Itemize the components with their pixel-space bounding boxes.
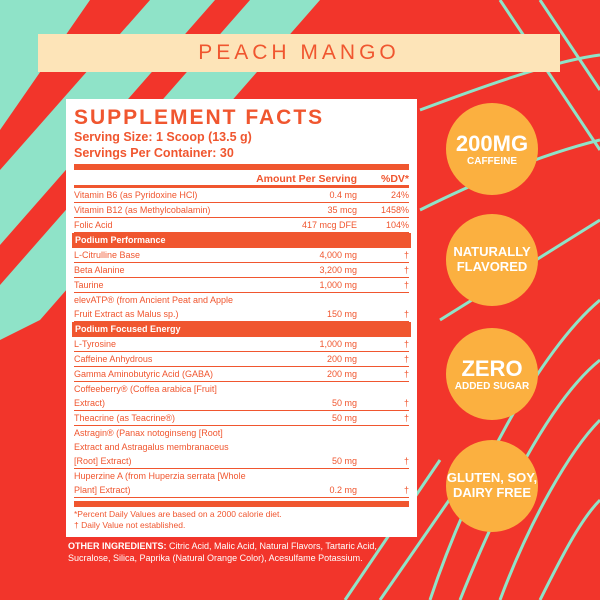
ingredient-name: Coffeeberry® (Coffea arabica [Fruit] Ext…	[74, 384, 217, 408]
ingredient-amount: 1,000 mg	[319, 339, 357, 349]
ingredient-name: Taurine	[74, 280, 104, 290]
ingredient-amount: 1,000 mg	[319, 280, 357, 290]
ingredient-name: Caffeine Anhydrous	[74, 354, 153, 364]
ingredient-amount: 200 mg	[326, 354, 357, 364]
ingredient-amount: 200 mg	[326, 369, 357, 379]
ingredient-dv: †	[403, 354, 409, 364]
ingredient-name: Vitamin B12 (as Methylcobalamin)	[74, 205, 211, 215]
badge-line: FLAVORED	[456, 259, 528, 274]
ingredient-row: L-Tyrosine 1,000 mg †	[74, 337, 409, 352]
divider	[74, 164, 409, 170]
badge-caffeine: 200MG CAFFEINE	[446, 103, 538, 195]
ingredient-dv: †	[403, 339, 409, 349]
badge-allergen: GLUTEN, SOY, DAIRY FREE	[446, 440, 538, 532]
ingredient-amount: 150 mg	[326, 309, 357, 319]
ingredient-dv: †	[403, 485, 409, 495]
ingredient-amount: 4,000 mg	[319, 250, 357, 260]
facts-stack: SUPPLEMENT FACTS Serving Size: 1 Scoop (…	[66, 99, 417, 564]
ingredient-row: L-Citrulline Base 4,000 mg †	[74, 248, 409, 263]
ingredient-row: Huperzine A (from Huperzia serrata [Whol…	[74, 469, 409, 498]
ingredient-row: elevATP® (from Ancient Peat and Apple Fr…	[74, 293, 409, 322]
ingredient-row: Beta Alanine 3,200 mg †	[74, 263, 409, 278]
ingredient-name: L-Tyrosine	[74, 339, 117, 349]
ingredient-name: Astragin® (Panax notoginseng [Root] Extr…	[74, 428, 229, 466]
ingredient-dv: †	[403, 413, 409, 423]
ingredient-amount: 417 mcg DFE	[301, 220, 357, 230]
ingredient-row: Coffeeberry® (Coffea arabica [Fruit] Ext…	[74, 382, 409, 411]
servings-per-container: Servings Per Container: 30	[74, 146, 234, 160]
ingredient-name: L-Citrulline Base	[74, 250, 141, 260]
ingredient-dv: †	[403, 309, 409, 319]
ingredient-row: Gamma Aminobutyric Acid (GABA) 200 mg †	[74, 367, 409, 382]
ingredient-row: Vitamin B6 (as Pyridoxine HCl) 0.4 mg 24%	[74, 188, 409, 203]
ingredient-dv: †	[403, 250, 409, 260]
badge-line: NATURALLY	[453, 244, 531, 260]
badge-flavor: NATURALLY FLAVORED	[446, 214, 538, 306]
other-ingredients-text: Citric Acid, Malic Acid, Natural Flavors…	[68, 541, 377, 563]
ingredient-row: Folic Acid 417 mcg DFE 104%	[74, 218, 409, 233]
badge-line: ADDED SUGAR	[454, 380, 530, 392]
section-header: Podium Performance	[72, 233, 411, 248]
section-header: Podium Focused Energy	[72, 322, 411, 337]
ingredient-amount: 35 mcg	[327, 205, 357, 215]
ingredient-name: Theacrine (as Teacrine®)	[74, 413, 176, 423]
badge-line: ZERO	[461, 355, 523, 381]
ingredient-dv: †	[403, 456, 409, 466]
ingredient-row: Theacrine (as Teacrine®) 50 mg †	[74, 411, 409, 426]
ingredient-amount: 0.2 mg	[329, 485, 357, 495]
ingredient-amount: 50 mg	[331, 413, 357, 423]
ingredient-amount: 0.4 mg	[329, 190, 357, 200]
ingredient-name: elevATP® (from Ancient Peat and Apple Fr…	[74, 295, 234, 319]
badge-line: DAIRY FREE	[452, 485, 531, 500]
ingredient-dv: †	[403, 398, 409, 408]
footnote: † Daily Value not established.	[74, 520, 186, 530]
badge-line: 200MG	[455, 130, 529, 156]
ingredient-dv: 24%	[390, 190, 409, 200]
facts-title: SUPPLEMENT FACTS	[74, 106, 325, 129]
serving-size: Serving Size: 1 Scoop (13.5 g)	[74, 130, 252, 144]
flavor-banner: PEACH MANGO	[38, 34, 560, 72]
supplement-facts-panel: SUPPLEMENT FACTS Serving Size: 1 Scoop (…	[66, 99, 417, 537]
ingredient-name: Gamma Aminobutyric Acid (GABA)	[74, 369, 214, 379]
ingredient-row: Astragin® (Panax notoginseng [Root] Extr…	[74, 426, 409, 469]
other-ingredients: OTHER INGREDIENTS: Citric Acid, Malic Ac…	[66, 540, 416, 564]
amount-header: Amount Per Serving	[256, 172, 357, 185]
ingredient-dv: †	[403, 280, 409, 290]
ingredient-row: Caffeine Anhydrous 200 mg †	[74, 352, 409, 367]
ingredient-dv: 104%	[385, 220, 409, 230]
ingredient-dv: 1458%	[380, 205, 409, 215]
ingredient-name: Beta Alanine	[74, 265, 125, 275]
ingredient-amount: 50 mg	[331, 456, 357, 466]
ingredient-amount: 50 mg	[331, 398, 357, 408]
table-header: Amount Per Serving %DV*	[74, 172, 409, 188]
other-ingredients-label: OTHER INGREDIENTS:	[68, 541, 167, 551]
footnote: *Percent Daily Values are based on a 200…	[74, 509, 282, 519]
ingredient-name: Vitamin B6 (as Pyridoxine HCl)	[74, 190, 198, 200]
dv-header: %DV*	[380, 172, 409, 185]
ingredient-row: Taurine 1,000 mg †	[74, 278, 409, 293]
ingredient-row: Vitamin B12 (as Methylcobalamin) 35 mcg 14…	[74, 203, 409, 218]
ingredient-dv: †	[403, 369, 409, 379]
divider	[74, 501, 409, 507]
badge-line: CAFFEINE	[467, 155, 517, 167]
ingredient-name: Folic Acid	[74, 220, 113, 230]
ingredient-amount: 3,200 mg	[319, 265, 357, 275]
badge-sugar: ZERO ADDED SUGAR	[446, 328, 538, 420]
ingredient-name: Huperzine A (from Huperzia serrata [Whol…	[74, 471, 246, 495]
badge-line: GLUTEN, SOY,	[446, 470, 538, 486]
ingredient-dv: †	[403, 265, 409, 275]
